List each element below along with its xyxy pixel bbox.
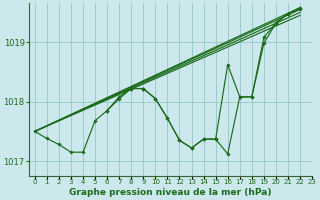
X-axis label: Graphe pression niveau de la mer (hPa): Graphe pression niveau de la mer (hPa) bbox=[69, 188, 272, 197]
